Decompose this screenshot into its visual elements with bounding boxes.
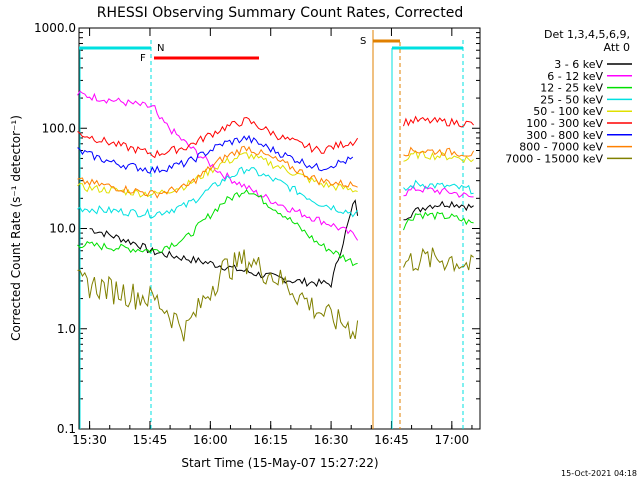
axis-ticks: 15:30 15:45 16:00 16:15 16:30 16:45 17:00 0.1 1.…: [34, 21, 480, 447]
legend-header: Det 1,3,4,5,6,9,: [544, 28, 630, 41]
series-line: [77, 149, 474, 198]
series-line: [89, 199, 474, 289]
x-tick-label: 17:00: [435, 433, 470, 447]
legend-label: 800 - 7000 keV: [519, 141, 603, 154]
series-line: [77, 90, 474, 241]
series-line: [77, 166, 474, 219]
legend-label: 100 - 300 keV: [526, 117, 603, 130]
chart-title: RHESSI Observing Summary Count Rates, Co…: [97, 5, 463, 21]
y-axis-label: Corrected Count Rate (s⁻¹ detector⁻¹): [9, 115, 23, 341]
series-line: [77, 134, 354, 174]
legend-label: 7000 - 15000 keV: [505, 152, 603, 165]
legend-label: 25 - 50 keV: [540, 93, 603, 106]
series-line: [77, 189, 474, 267]
y-tick-label: 0.1: [57, 422, 76, 436]
flag-bars: NF S: [79, 30, 464, 429]
x-tick-label: 16:15: [253, 433, 288, 447]
series-lines: [77, 90, 475, 342]
legend-label: 50 - 100 keV: [533, 105, 603, 118]
y-tick-label: 100.0: [42, 121, 76, 135]
x-axis-label: Start Time (15-May-07 15:27:22): [181, 456, 378, 470]
x-tick-label: 16:45: [374, 433, 409, 447]
x-tick-label: 15:45: [133, 433, 168, 447]
x-tick-label: 16:00: [193, 433, 228, 447]
y-tick-label: 10.0: [49, 222, 76, 236]
x-tick-label: 15:30: [72, 433, 107, 447]
flag-letter: S: [360, 36, 366, 47]
legend-label: 12 - 25 keV: [540, 82, 603, 95]
x-tick-label: 16:30: [314, 433, 349, 447]
y-tick-label: 1000.0: [34, 21, 76, 35]
flag-letter: F: [140, 53, 146, 64]
footer-date: 15-Oct-2021 04:18: [561, 469, 637, 478]
plot-frame: [78, 27, 481, 430]
series-line: [77, 115, 474, 159]
flag-letter: N: [157, 43, 164, 54]
legend-header: Att 0: [604, 41, 630, 54]
legend-label: 3 - 6 keV: [554, 58, 603, 71]
series-line: [77, 247, 474, 342]
series-line: [77, 145, 475, 199]
legend-label: 300 - 800 keV: [526, 129, 603, 142]
y-tick-label: 1.0: [57, 322, 76, 336]
legend-label: 6 - 12 keV: [547, 70, 603, 83]
